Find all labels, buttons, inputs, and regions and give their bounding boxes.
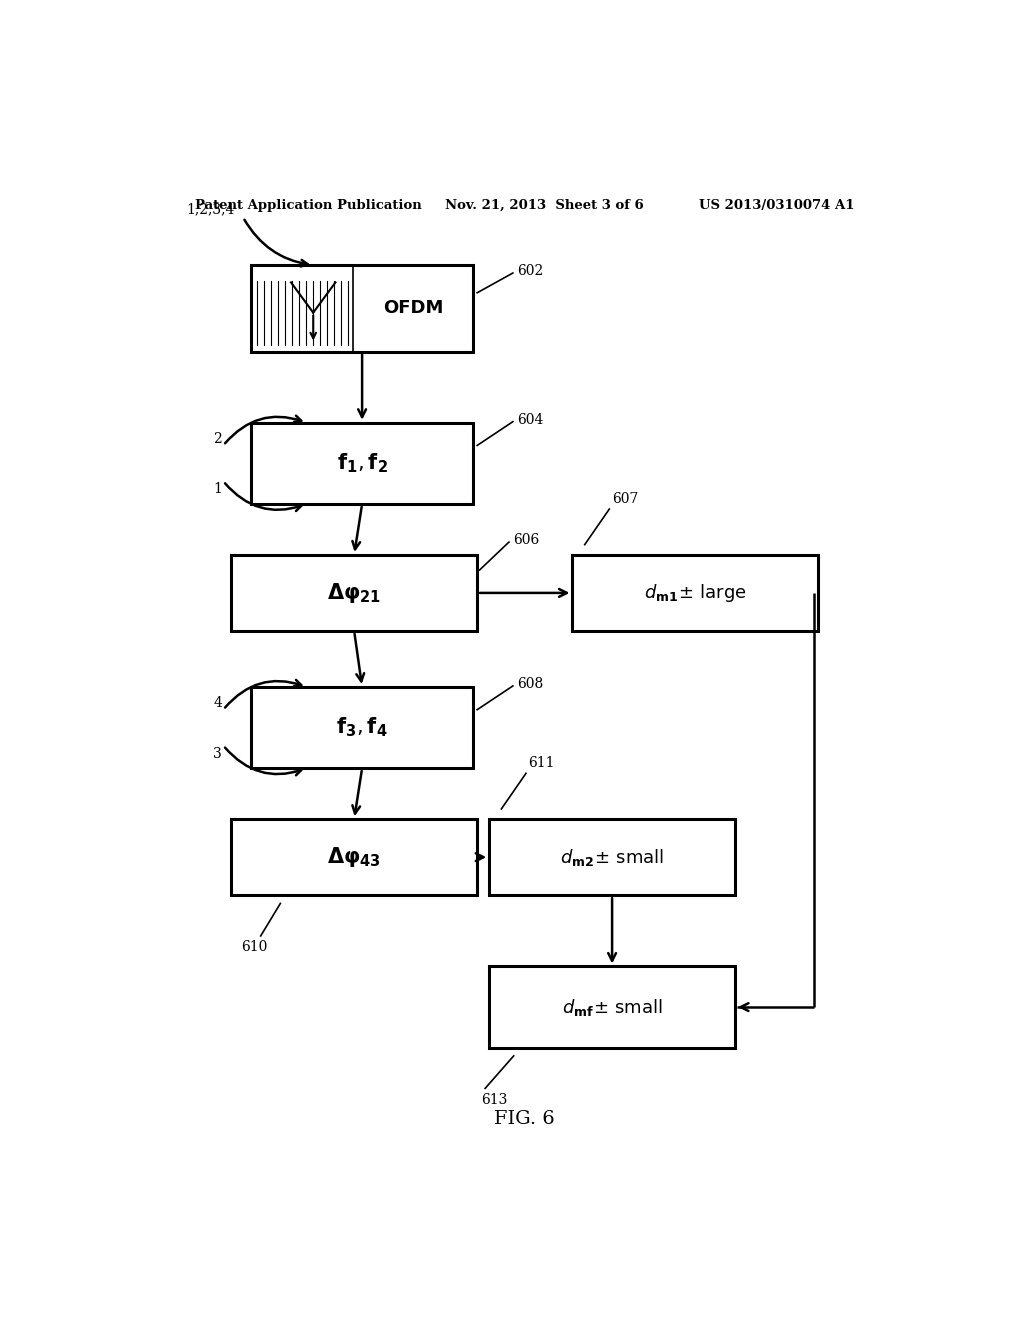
Bar: [231, 554, 477, 631]
Bar: [251, 265, 473, 351]
Bar: [251, 422, 473, 504]
Text: 613: 613: [481, 1093, 508, 1106]
Bar: [231, 818, 477, 895]
Text: FIG. 6: FIG. 6: [495, 1110, 555, 1127]
Text: $\mathit{\mathbf{f_1}},\mathit{\mathbf{f_2}}$: $\mathit{\mathbf{f_1}},\mathit{\mathbf{f…: [337, 451, 387, 475]
Text: 3: 3: [213, 747, 222, 760]
Text: $\mathbf{\mathit{d}_{mf}}\!\pm\!$ small: $\mathbf{\mathit{d}_{mf}}\!\pm\!$ small: [562, 997, 663, 1018]
Text: 608: 608: [517, 677, 543, 690]
Text: Nov. 21, 2013  Sheet 3 of 6: Nov. 21, 2013 Sheet 3 of 6: [445, 199, 644, 213]
Text: 611: 611: [528, 756, 555, 771]
Text: $\mathit{\mathbf{f_3}},\mathit{\mathbf{f_4}}$: $\mathit{\mathbf{f_3}},\mathit{\mathbf{f…: [336, 715, 388, 739]
Text: 604: 604: [517, 413, 544, 426]
Text: $\mathbf{\mathit{d}_{m2}}\!\pm\!$ small: $\mathbf{\mathit{d}_{m2}}\!\pm\!$ small: [560, 846, 665, 867]
Bar: [572, 554, 818, 631]
Text: 2: 2: [213, 432, 222, 446]
Text: 607: 607: [611, 492, 638, 506]
Bar: [251, 686, 473, 768]
Text: OFDM: OFDM: [383, 300, 443, 317]
Text: $\mathbf{\mathit{d}_{m1}}\!\pm\!$ large: $\mathbf{\mathit{d}_{m1}}\!\pm\!$ large: [644, 582, 746, 605]
Text: 602: 602: [517, 264, 543, 279]
Text: 1: 1: [213, 482, 222, 496]
Bar: [489, 966, 735, 1048]
Text: $\mathbf{\Delta\varphi_{43}}$: $\mathbf{\Delta\varphi_{43}}$: [328, 845, 381, 869]
Text: US 2013/0310074 A1: US 2013/0310074 A1: [699, 199, 855, 213]
Text: 1,2,3,4: 1,2,3,4: [186, 202, 236, 216]
Text: 610: 610: [241, 940, 267, 954]
Text: $\mathbf{\Delta\varphi_{21}}$: $\mathbf{\Delta\varphi_{21}}$: [327, 581, 381, 605]
Text: 606: 606: [513, 533, 540, 548]
Text: 4: 4: [213, 696, 222, 710]
Text: Patent Application Publication: Patent Application Publication: [196, 199, 422, 213]
Bar: [489, 818, 735, 895]
